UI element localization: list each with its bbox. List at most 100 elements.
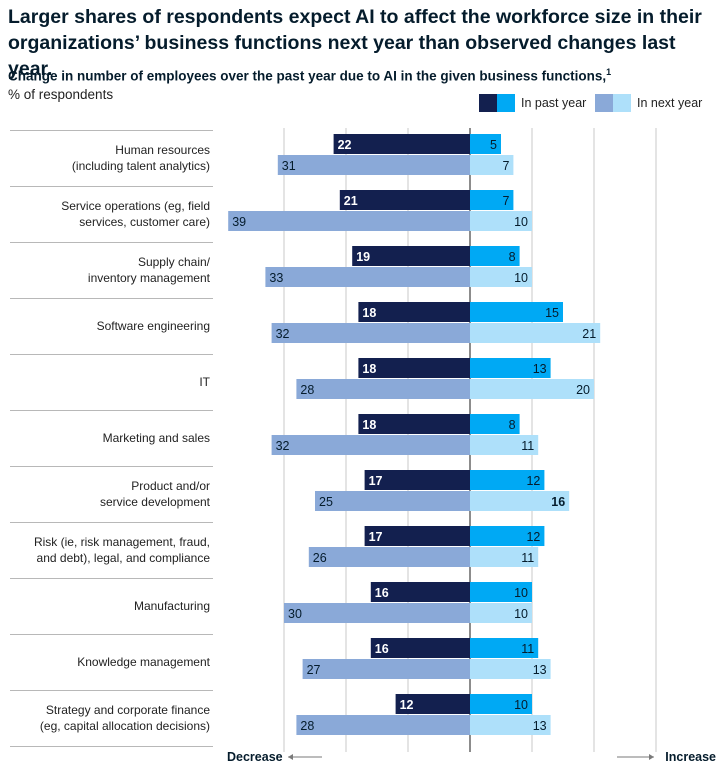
past-decrease-bar	[358, 302, 470, 322]
past-increase-label: 13	[533, 362, 547, 376]
past-increase-bar	[470, 526, 545, 546]
row-divider	[10, 578, 213, 579]
next-decrease-label: 32	[276, 327, 290, 341]
category-label: Supply chain/inventory management	[12, 254, 210, 286]
row-divider	[10, 130, 213, 131]
category-label-line: Service operations (eg, field	[61, 199, 210, 213]
next-increase-label: 10	[514, 215, 528, 229]
category-label: Service operations (eg, field services, c…	[12, 198, 210, 230]
past-decrease-bar	[339, 190, 470, 210]
past-increase-label: 8	[509, 250, 516, 264]
past-decrease-bar	[395, 694, 470, 714]
next-decrease-label: 27	[307, 663, 321, 677]
row-divider	[10, 634, 213, 635]
next-increase-bar	[470, 603, 532, 623]
next-increase-label: 13	[533, 663, 547, 677]
next-decrease-label: 25	[319, 495, 333, 509]
past-decrease-label: 17	[369, 530, 383, 544]
next-increase-bar	[470, 267, 532, 287]
past-increase-bar	[470, 582, 532, 602]
category-label-line: Marketing and sales	[102, 431, 210, 445]
past-decrease-label: 18	[362, 362, 376, 376]
next-decrease-label: 31	[282, 159, 296, 173]
category-label-line: inventory management	[87, 271, 210, 285]
next-decrease-bar	[271, 323, 470, 343]
next-increase-bar	[470, 323, 601, 343]
past-increase-label: 11	[521, 642, 534, 656]
past-decrease-bar	[364, 470, 470, 490]
past-increase-label: 7	[502, 194, 509, 208]
past-increase-label: 10	[514, 586, 528, 600]
past-increase-bar	[470, 470, 545, 490]
category-label: Strategy and corporate finance (eg, capit…	[12, 702, 210, 734]
row-divider	[10, 466, 213, 467]
category-label-line: Manufacturing	[133, 599, 210, 613]
past-increase-bar	[470, 134, 501, 154]
category-label: Risk (ie, risk management, fraud, and deb…	[12, 534, 210, 566]
category-label: Product and/or service development	[12, 478, 210, 510]
row-divider	[10, 298, 213, 299]
category-label-line: and debt), legal, and compliance	[36, 551, 210, 565]
past-increase-bar	[470, 246, 520, 266]
legend-next: In next year	[595, 94, 702, 112]
category-label: Knowledge management	[12, 654, 210, 670]
past-increase-label: 12	[526, 530, 540, 544]
row-divider	[10, 522, 213, 523]
next-decrease-label: 30	[288, 607, 302, 621]
category-label-line: service development	[99, 495, 210, 509]
next-decrease-label: 28	[300, 719, 314, 733]
past-increase-label: 5	[490, 138, 497, 152]
past-increase-bar	[470, 638, 539, 658]
legend-past-decrease-swatch	[479, 94, 497, 112]
past-decrease-bar	[358, 358, 470, 378]
category-label: Marketing and sales	[12, 430, 210, 446]
category-label-line: Human resources	[115, 143, 210, 157]
past-decrease-bar	[333, 134, 470, 154]
category-label: Human resources (including talent analyti…	[12, 142, 210, 174]
past-increase-label: 8	[509, 418, 516, 432]
next-increase-bar	[470, 659, 551, 679]
past-decrease-label: 17	[369, 474, 383, 488]
past-decrease-label: 18	[362, 306, 376, 320]
past-increase-bar	[470, 190, 514, 210]
next-decrease-label: 28	[300, 383, 314, 397]
past-increase-bar	[470, 694, 532, 714]
row-divider	[10, 410, 213, 411]
next-increase-label: 16	[551, 495, 565, 509]
next-increase-label: 10	[514, 271, 528, 285]
past-decrease-label: 16	[375, 586, 389, 600]
past-increase-label: 10	[514, 698, 528, 712]
next-increase-label: 11	[521, 439, 534, 453]
next-decrease-bar	[284, 603, 470, 623]
next-decrease-label: 26	[313, 551, 327, 565]
category-label: Manufacturing	[12, 598, 210, 614]
category-label-line: (including talent analytics)	[71, 159, 210, 173]
past-increase-bar	[470, 414, 520, 434]
past-increase-label: 12	[526, 474, 540, 488]
category-label: Software engineering	[12, 318, 210, 334]
past-decrease-bar	[364, 526, 470, 546]
category-label-line: Supply chain/	[137, 255, 210, 269]
next-decrease-bar	[308, 547, 470, 567]
next-decrease-label: 39	[232, 215, 246, 229]
legend-past-increase-swatch	[497, 94, 515, 112]
category-label: IT	[12, 374, 210, 390]
past-decrease-label: 19	[356, 250, 370, 264]
category-label-line: Knowledge management	[77, 655, 210, 669]
increase-arrowhead	[649, 754, 654, 760]
footnote-marker: 1	[606, 67, 612, 77]
subtitle-text: Change in number of employees over the p…	[8, 68, 607, 84]
next-increase-bar	[470, 547, 539, 567]
category-label-line: Product and/or	[131, 479, 210, 493]
legend-past: In past year	[479, 94, 586, 112]
row-divider	[10, 746, 213, 747]
next-decrease-bar	[277, 155, 470, 175]
next-increase-label: 13	[533, 719, 547, 733]
units-label: % of respondents	[8, 87, 114, 102]
decrease-arrowhead	[288, 754, 293, 760]
category-label-line: Risk (ie, risk management, fraud,	[33, 535, 210, 549]
legend-next-increase-swatch	[613, 94, 631, 112]
chart-title: Larger shares of respondents expect AI t…	[8, 6, 702, 80]
legend-next-decrease-swatch	[595, 94, 613, 112]
legend-next-label: In next year	[637, 96, 703, 110]
